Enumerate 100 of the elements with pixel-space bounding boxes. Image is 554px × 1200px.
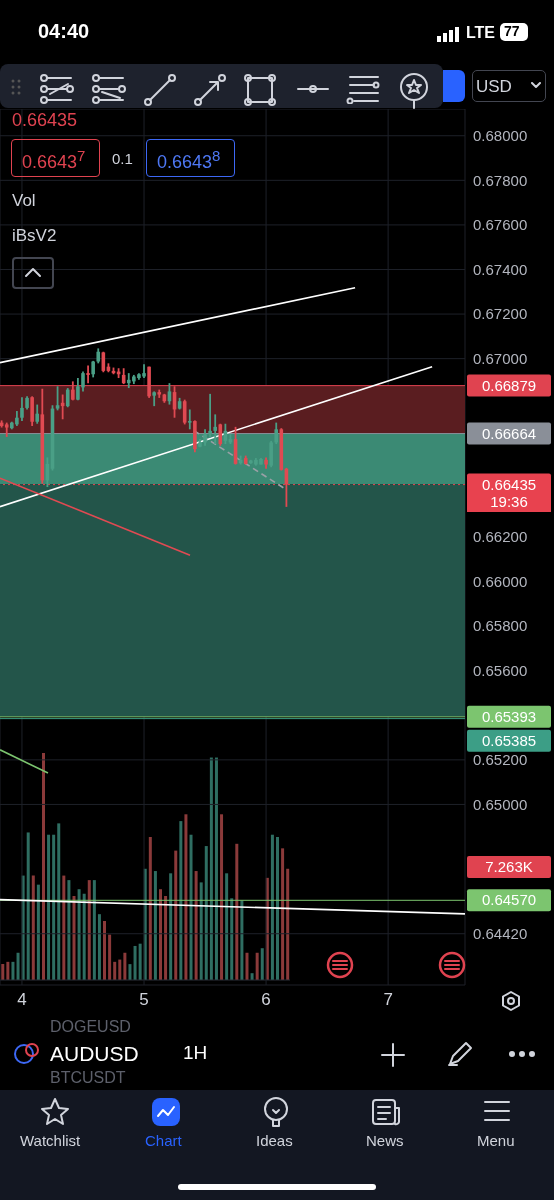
text: LTE xyxy=(466,24,496,42)
bar xyxy=(47,834,51,980)
bar xyxy=(276,836,280,980)
bar xyxy=(250,973,254,980)
y-tick-label: 0.67000 xyxy=(473,349,528,367)
ref-line-label: 0.65385 xyxy=(481,731,537,749)
bar xyxy=(179,821,183,980)
bar xyxy=(189,834,193,980)
x-tick-label: 7 xyxy=(383,990,393,1010)
bar xyxy=(214,757,218,980)
y-tick-label: 0.66200 xyxy=(473,528,528,546)
y-tick-label: 0.65800 xyxy=(473,617,528,635)
y-tick-label: 0.65000 xyxy=(473,795,528,813)
text: Chart xyxy=(145,1132,182,1149)
bar xyxy=(67,880,71,980)
text: 1H xyxy=(183,1042,208,1064)
text: 7.263K xyxy=(467,856,551,878)
bar xyxy=(128,964,132,980)
y-tick-label: 0.67400 xyxy=(473,260,528,278)
x-tick-label: 5 xyxy=(139,990,149,1010)
y-tick-label: 0.67600 xyxy=(473,216,528,234)
text: DOGEUSD xyxy=(50,1018,131,1036)
bar xyxy=(97,914,101,980)
bar xyxy=(1,964,5,980)
bar xyxy=(184,814,188,980)
candlestick xyxy=(35,403,40,425)
candlestick xyxy=(274,421,279,445)
bar xyxy=(82,893,86,980)
annotation: 0.66435 xyxy=(12,110,78,131)
bar xyxy=(245,952,249,980)
bar xyxy=(255,952,259,980)
bar xyxy=(57,823,61,980)
text: 77 xyxy=(504,23,520,39)
ref-line-label: 0.66664 xyxy=(481,424,537,442)
bar xyxy=(174,850,178,980)
text: News xyxy=(366,1132,404,1149)
x-tick-label: 6 xyxy=(261,990,271,1010)
candlestick xyxy=(86,364,90,385)
y-tick-label: 0.64420 xyxy=(473,925,528,943)
bar xyxy=(194,871,198,980)
y-tick-label: 0.68000 xyxy=(473,127,528,145)
annotation: iBsV2 xyxy=(12,226,57,246)
ref-line-label: 0.66879 xyxy=(481,376,537,394)
bar xyxy=(36,884,40,980)
bar xyxy=(31,875,35,980)
text: 19:36 xyxy=(467,492,551,512)
candlestick xyxy=(213,413,218,445)
bar xyxy=(77,889,81,980)
y-tick-label: 0.66000 xyxy=(473,572,528,590)
annotation: 0.1 xyxy=(112,150,133,167)
bar xyxy=(41,753,45,980)
text: AUDUSD xyxy=(50,1042,139,1066)
bar xyxy=(260,948,264,980)
bar xyxy=(138,943,142,980)
bar xyxy=(158,889,162,980)
bar xyxy=(118,959,122,980)
candlestick xyxy=(65,387,70,409)
bar xyxy=(133,945,137,980)
bar xyxy=(26,832,30,980)
bar xyxy=(270,834,274,980)
bar xyxy=(52,834,56,980)
bar xyxy=(199,882,203,980)
candlestick xyxy=(20,396,24,422)
y-tick-label: 0.67200 xyxy=(473,305,528,323)
bar xyxy=(6,961,10,980)
bar xyxy=(240,900,244,980)
text: USD xyxy=(476,77,512,97)
y-tick-label: 0.65200 xyxy=(473,751,528,769)
bar xyxy=(281,848,285,980)
bar xyxy=(225,873,229,980)
bar xyxy=(108,934,112,980)
y-tick-label: 0.67800 xyxy=(473,171,528,189)
candlestick xyxy=(55,385,60,412)
bar xyxy=(169,873,173,980)
bar xyxy=(87,880,91,980)
text: Menu xyxy=(477,1132,515,1149)
text: 04:40 xyxy=(38,20,90,43)
ref-line-label: 0.66435 xyxy=(481,475,537,493)
annotation: 0.6643$^{7}$ xyxy=(22,147,86,173)
bar xyxy=(123,952,127,980)
ref-line-label: 0.65393 xyxy=(481,707,537,725)
text: Watchlist xyxy=(20,1132,81,1149)
ref-line-label: 0.64570 xyxy=(481,891,537,909)
bar xyxy=(11,961,15,980)
text: Ideas xyxy=(256,1132,293,1149)
candlestick xyxy=(208,392,212,439)
bar xyxy=(92,880,96,980)
bar xyxy=(235,843,239,980)
bar xyxy=(62,875,66,980)
bar xyxy=(103,920,107,980)
bar xyxy=(204,846,208,980)
annotation: 0.6643$^{8}$ xyxy=(157,147,221,173)
x-tick-label: 4 xyxy=(17,990,27,1010)
y-tick-label: 0.65600 xyxy=(473,662,528,680)
bar xyxy=(72,896,76,980)
bar xyxy=(209,757,213,980)
bar xyxy=(220,814,224,980)
candlestick xyxy=(187,408,192,431)
text: BTCUSDT xyxy=(50,1069,126,1087)
bar xyxy=(16,952,20,980)
